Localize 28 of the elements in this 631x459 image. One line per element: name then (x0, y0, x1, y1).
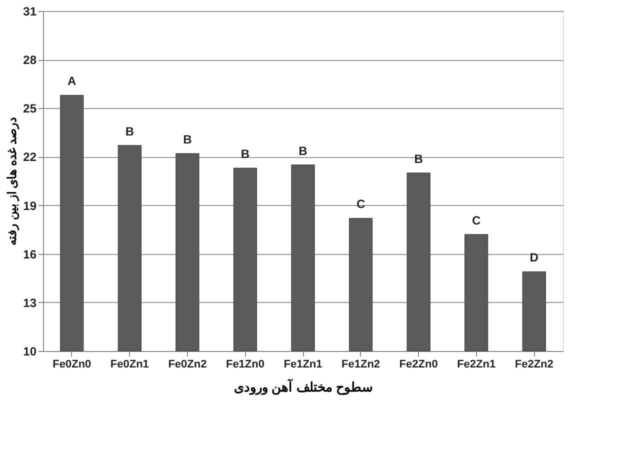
x-tick-label: Fe2Zn2 (514, 358, 554, 370)
y-axis-title: درصد غده های از بین رفته (5, 118, 20, 246)
y-tick-label: 16 (23, 247, 37, 262)
x-tick-label: Fe0Zn1 (110, 358, 149, 370)
x-tick-label: Fe2Zn1 (457, 358, 496, 370)
x-tick-label: Fe0Zn2 (168, 358, 207, 370)
y-tick-label: 25 (23, 102, 37, 116)
annotation: D (530, 250, 539, 265)
y-tick-label: 19 (23, 198, 37, 213)
x-tick-label: Fe1Zn1 (284, 358, 322, 370)
annotation: C (356, 197, 366, 212)
x-axis-title: سطوح مختلف آهن ورودی (234, 378, 373, 396)
x-tick-label: Fe2Zn0 (399, 358, 438, 370)
annotation: B (414, 152, 424, 166)
x-tick-label: Fe1Zn2 (342, 358, 380, 370)
y-tick-label: 22 (23, 150, 37, 164)
annotation: B (125, 124, 134, 138)
y-tick-label: 28 (23, 53, 37, 68)
x-tick-label: Fe1Zn0 (226, 358, 264, 370)
annotation: B (183, 132, 192, 146)
x-tick-label: Fe0Zn0 (52, 358, 92, 370)
annotation: B (298, 144, 308, 158)
y-tick-label: 31 (23, 4, 37, 18)
annotation: B (240, 147, 250, 162)
annotation: C (472, 213, 481, 228)
annotation: A (68, 74, 77, 88)
y-tick-label: 13 (23, 296, 37, 310)
y-tick-label: 10 (23, 344, 37, 358)
